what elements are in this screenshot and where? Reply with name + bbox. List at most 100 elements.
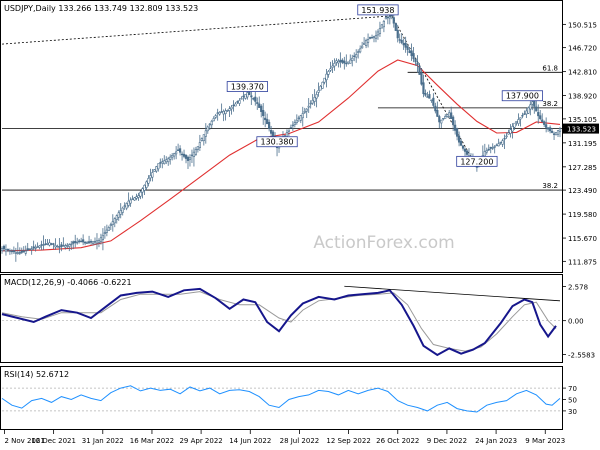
candle-body bbox=[270, 130, 273, 134]
candle-body bbox=[359, 48, 362, 53]
candle-body bbox=[446, 114, 449, 117]
candle-body bbox=[438, 116, 441, 123]
macd-trend-line bbox=[344, 285, 561, 302]
candle-body bbox=[66, 244, 69, 247]
candle-body bbox=[117, 212, 120, 218]
candle-body bbox=[200, 138, 203, 141]
candle-body bbox=[30, 248, 33, 251]
candle-body bbox=[457, 135, 461, 143]
candle-body bbox=[95, 240, 99, 244]
candle-body bbox=[254, 96, 257, 102]
candle-body bbox=[406, 46, 409, 50]
candle-body bbox=[139, 191, 142, 197]
candle-body bbox=[256, 102, 259, 104]
candle-body bbox=[32, 246, 35, 249]
candle-body bbox=[167, 158, 170, 163]
candle-body bbox=[380, 24, 384, 29]
candle-body bbox=[242, 95, 245, 98]
rsi-plot bbox=[1, 385, 562, 413]
moving-average-line bbox=[1, 59, 561, 252]
candle-body bbox=[58, 246, 61, 248]
rsi-ytick-label: 70 bbox=[568, 385, 577, 393]
candle-body bbox=[16, 252, 19, 254]
candle-body bbox=[147, 178, 150, 184]
candle-body bbox=[131, 198, 134, 200]
candle-body bbox=[376, 31, 380, 36]
candle-body bbox=[454, 124, 457, 131]
candle-body bbox=[505, 135, 508, 138]
candle-body bbox=[525, 110, 528, 115]
rsi-ytick-label: 50 bbox=[568, 397, 577, 405]
candle-body bbox=[315, 94, 318, 99]
price-ytick-label: 127.285 bbox=[568, 164, 597, 172]
annotation-box-4 bbox=[456, 155, 498, 167]
candle-body bbox=[64, 245, 67, 248]
candle-body bbox=[38, 245, 41, 248]
candle-body bbox=[232, 104, 235, 107]
candle-body bbox=[392, 17, 395, 24]
candle-body bbox=[226, 110, 229, 112]
candle-body bbox=[317, 90, 320, 93]
candle-body bbox=[368, 37, 372, 39]
candle-body bbox=[180, 153, 184, 156]
candle-body bbox=[99, 237, 103, 242]
candle-body bbox=[499, 141, 502, 144]
candle-body bbox=[523, 113, 526, 115]
axes: 150.515 146.720 142.810 138.920 135.105 131.1… bbox=[4, 21, 599, 445]
xtick-label: 16 Mar 2022 bbox=[130, 437, 174, 445]
xtick-label: 12 Sep 2022 bbox=[326, 437, 370, 445]
candle-body bbox=[539, 115, 542, 120]
xtick-label: 31 Jan 2022 bbox=[82, 437, 124, 445]
candle-body bbox=[459, 140, 463, 146]
candle-body bbox=[119, 210, 122, 215]
candle-body bbox=[48, 242, 51, 246]
candle-body bbox=[133, 197, 136, 201]
candle-body bbox=[210, 120, 213, 126]
candle-body bbox=[293, 122, 296, 125]
candle-body bbox=[545, 124, 548, 128]
candle-body bbox=[402, 42, 405, 46]
rsi-ytick-label: 30 bbox=[568, 408, 577, 416]
candle-body bbox=[224, 110, 227, 114]
candle-body bbox=[44, 243, 47, 245]
trend-line-1 bbox=[391, 15, 478, 168]
candle-body bbox=[82, 239, 85, 243]
candle-body bbox=[552, 133, 556, 135]
trend-line-0 bbox=[1, 15, 392, 45]
candle-body bbox=[301, 113, 304, 119]
candle-body bbox=[169, 156, 172, 160]
last-price-tag bbox=[563, 123, 599, 134]
candle-body bbox=[54, 245, 57, 248]
candle-body bbox=[72, 241, 75, 244]
price-ytick-label: 138.920 bbox=[568, 92, 597, 100]
candle-body bbox=[115, 215, 118, 220]
candle-body bbox=[511, 126, 514, 132]
candle-body bbox=[175, 151, 178, 155]
candle-body bbox=[329, 68, 332, 71]
candle-body bbox=[141, 188, 144, 193]
candle-body bbox=[22, 250, 25, 253]
candle-body bbox=[143, 184, 146, 191]
candle-body bbox=[36, 246, 39, 248]
candle-body bbox=[549, 127, 552, 132]
candle-body bbox=[404, 42, 407, 48]
candle-body bbox=[537, 112, 540, 117]
candle-body bbox=[103, 232, 106, 234]
candle-body bbox=[192, 151, 196, 158]
candle-body bbox=[382, 20, 385, 28]
macd-panel-frame bbox=[0, 274, 563, 363]
price-title: USDJPY,Daily 133.266 133.749 132.809 133… bbox=[4, 4, 198, 13]
candle-body bbox=[80, 240, 83, 243]
candle-body bbox=[266, 119, 269, 125]
level-label-2: 61.8 bbox=[542, 64, 558, 72]
candle-body bbox=[46, 243, 49, 245]
candle-body bbox=[202, 134, 205, 142]
last-price-label: 133.523 bbox=[567, 126, 596, 134]
candle-body bbox=[422, 82, 425, 95]
candle-body bbox=[125, 203, 128, 209]
candle-body bbox=[305, 108, 308, 112]
candle-body bbox=[495, 144, 498, 147]
macd-signal-line bbox=[1, 291, 557, 352]
candle-body bbox=[331, 65, 334, 68]
